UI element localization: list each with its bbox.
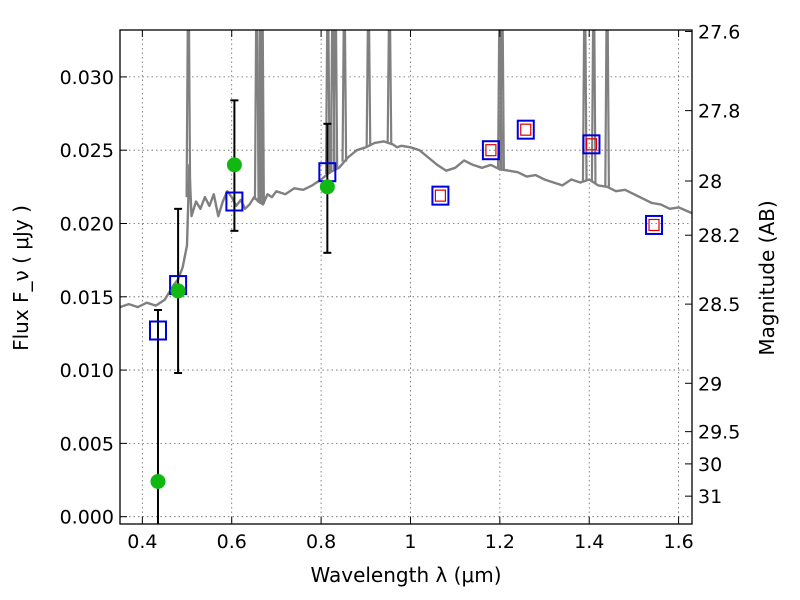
model-sed-line: [120, 140, 692, 309]
right-tick-label: 29: [698, 373, 722, 395]
model-photometry-box: [148, 320, 167, 341]
detection-point: [170, 283, 186, 299]
x-tick-label: 0.4: [127, 531, 157, 553]
x-tick-label: 0.8: [306, 531, 336, 553]
detection-point: [319, 179, 335, 195]
upper-limit-box: [520, 123, 532, 136]
right-axis-label-text: Magnitude (AB): [755, 200, 779, 355]
y-tick-label: 0.020: [60, 213, 114, 235]
right-tick-label: 31: [698, 486, 722, 508]
x-tick-label: 1.6: [663, 531, 693, 553]
plot-area: [120, 30, 692, 524]
y-tick-label: 0.015: [60, 287, 114, 309]
emission-line-spike: [324, 30, 331, 175]
emission-line-spike: [581, 30, 588, 181]
x-tick-label: 1.4: [574, 531, 604, 553]
grid: [120, 30, 692, 524]
model-photometry-box: [431, 185, 450, 206]
emission-line-spike: [259, 30, 265, 204]
model-photometry-box: [481, 140, 500, 161]
x-tick-label: 1.2: [485, 531, 515, 553]
x-tick-label: 1: [404, 531, 416, 553]
x-axis-label-text: Wavelength λ (μm): [310, 563, 501, 587]
detection-point: [226, 157, 242, 173]
y-tick-label: 0.010: [60, 360, 114, 382]
emission-line-spike: [590, 30, 597, 183]
emission-line-spike: [253, 30, 260, 200]
emission-line-spike: [341, 30, 348, 162]
emission-line-spike: [604, 30, 610, 187]
detection-point: [150, 473, 166, 489]
upper-limit-box: [434, 189, 447, 202]
emission-line-spike: [386, 30, 393, 144]
model-photometry-box: [645, 214, 664, 235]
right-tick-label: 27.8: [698, 101, 740, 123]
x-axis-label: Wavelength λ (μm): [310, 563, 501, 587]
model-photometry-box: [225, 191, 244, 212]
right-tick-label: 29.5: [698, 422, 740, 444]
upper-limit-box: [648, 218, 660, 232]
model-photometry-box: [582, 134, 601, 155]
emission-line-spike: [499, 30, 505, 170]
y-axis-label: Flux F_ν ( μJy ): [9, 205, 33, 351]
y-tick-label: 0.030: [60, 67, 114, 89]
ticks: 0.4 0.6 0.8 1 1.2 1.4 1.6 0.000 0.005 0.010 0.015 0…: [60, 21, 741, 553]
y-tick-label: 0.025: [60, 140, 114, 162]
right-tick-label: 30: [698, 454, 722, 476]
right-tick-label: 28.2: [698, 225, 740, 247]
right-tick-label: 27.6: [698, 21, 740, 43]
emission-line-spike: [365, 30, 372, 146]
model-photometry-box: [516, 119, 535, 140]
y-tick-label: 0.005: [60, 433, 114, 455]
emission-line-spike: [185, 30, 192, 198]
upper-limit-box: [585, 138, 598, 151]
plot-frame: [119, 29, 693, 525]
right-tick-label: 28: [698, 171, 722, 193]
upper-limit-box: [485, 144, 497, 157]
x-tick-label: 0.6: [217, 531, 247, 553]
y-axis-label-text: Flux F_ν ( μJy ): [9, 205, 33, 351]
emission-line-spike: [332, 30, 339, 170]
right-tick-label: 28.5: [698, 294, 740, 316]
right-axis-label: Magnitude (AB): [755, 200, 779, 355]
y-tick-label: 0.000: [60, 507, 114, 529]
